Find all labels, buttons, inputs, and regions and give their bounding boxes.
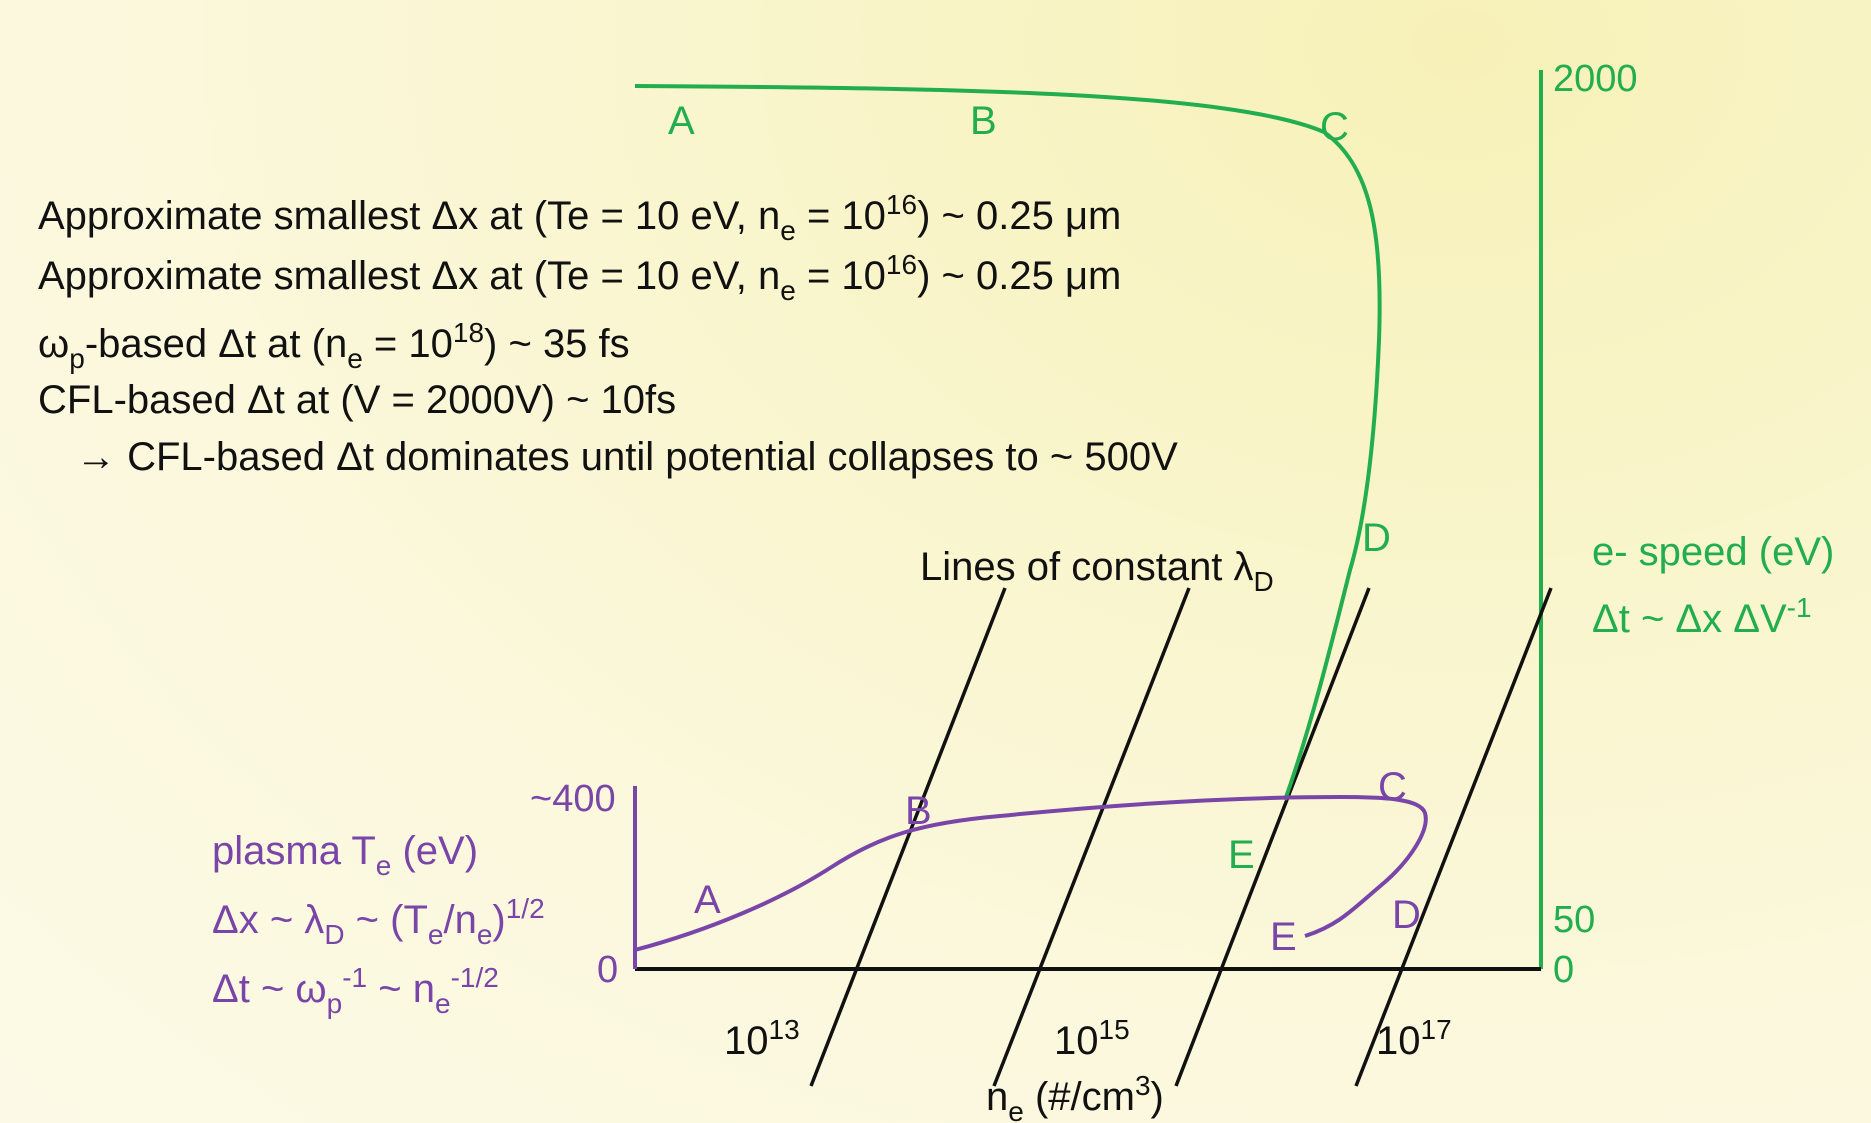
note-line-2: Approximate smallest Δx at (Te = 10 eV, … xyxy=(38,249,1121,306)
purple-point-b: B xyxy=(905,789,932,833)
note-line-1: Approximate smallest Δx at (Te = 10 eV, … xyxy=(38,189,1121,246)
right-axis: 2000 50 0 e- speed (eV) Δt ~ Δx ΔV-1 xyxy=(1539,58,1834,991)
notes-block: Approximate smallest Δx at (Te = 10 eV, … xyxy=(38,189,1178,479)
right-axis-formula: Δt ~ Δx ΔV-1 xyxy=(1592,592,1812,641)
green-point-e: E xyxy=(1228,833,1255,877)
left-axis: ~400 0 plasma Te (eV) Δx ~ λD ~ (Te/ne)1… xyxy=(212,778,637,1019)
green-point-d: D xyxy=(1362,516,1391,560)
purple-point-c: C xyxy=(1378,765,1407,809)
note-line-4: CFL-based Δt at (V = 2000V) ~ 10fs xyxy=(38,378,676,422)
x-axis-label: ne (#/cm3) xyxy=(986,1070,1164,1123)
left-axis-label: plasma Te (eV) xyxy=(212,829,478,881)
right-axis-zero-label: 0 xyxy=(1553,949,1574,991)
purple-point-d: D xyxy=(1392,893,1421,937)
x-tick-1e17: 1017 xyxy=(1376,1014,1452,1063)
left-axis-formula-2: Δt ~ ωp-1 ~ ne-1/2 xyxy=(212,962,499,1019)
note-line-5: → CFL-based Δt dominates until potential… xyxy=(76,435,1178,479)
left-axis-top-label: ~400 xyxy=(530,778,616,820)
x-tick-1e13: 1013 xyxy=(724,1014,800,1063)
green-point-b: B xyxy=(970,99,997,143)
x-axis-ticks: 1013 1015 1017 xyxy=(724,1014,1452,1063)
plasma-te-curve xyxy=(634,794,1428,952)
left-axis-zero-label: 0 xyxy=(597,949,618,991)
debye-line-2 xyxy=(992,587,1191,1087)
right-axis-top-label: 2000 xyxy=(1553,58,1638,100)
green-point-a: A xyxy=(668,99,695,143)
debye-line-3 xyxy=(1174,587,1371,1087)
debye-line-4 xyxy=(1354,587,1553,1087)
purple-point-a: A xyxy=(694,878,721,922)
green-point-labels: A B C D E xyxy=(668,99,1391,877)
note-line-3: ωp-based Δt at (ne = 1018) ~ 35 fs xyxy=(38,317,630,374)
x-tick-1e15: 1015 xyxy=(1054,1014,1130,1063)
purple-point-e: E xyxy=(1270,915,1297,959)
constant-debye-label: Lines of constant λD xyxy=(920,545,1274,597)
right-axis-mid-label: 50 xyxy=(1553,899,1595,941)
purple-point-labels: A B C D E xyxy=(694,765,1421,959)
green-point-c: C xyxy=(1320,105,1349,149)
electron-speed-curve xyxy=(634,84,1382,801)
constant-debye-lines xyxy=(809,587,1553,1087)
right-axis-label: e- speed (eV) xyxy=(1592,530,1834,574)
debye-line-1 xyxy=(809,587,1007,1087)
left-axis-formula-1: Δx ~ λD ~ (Te/ne)1/2 xyxy=(212,893,545,950)
